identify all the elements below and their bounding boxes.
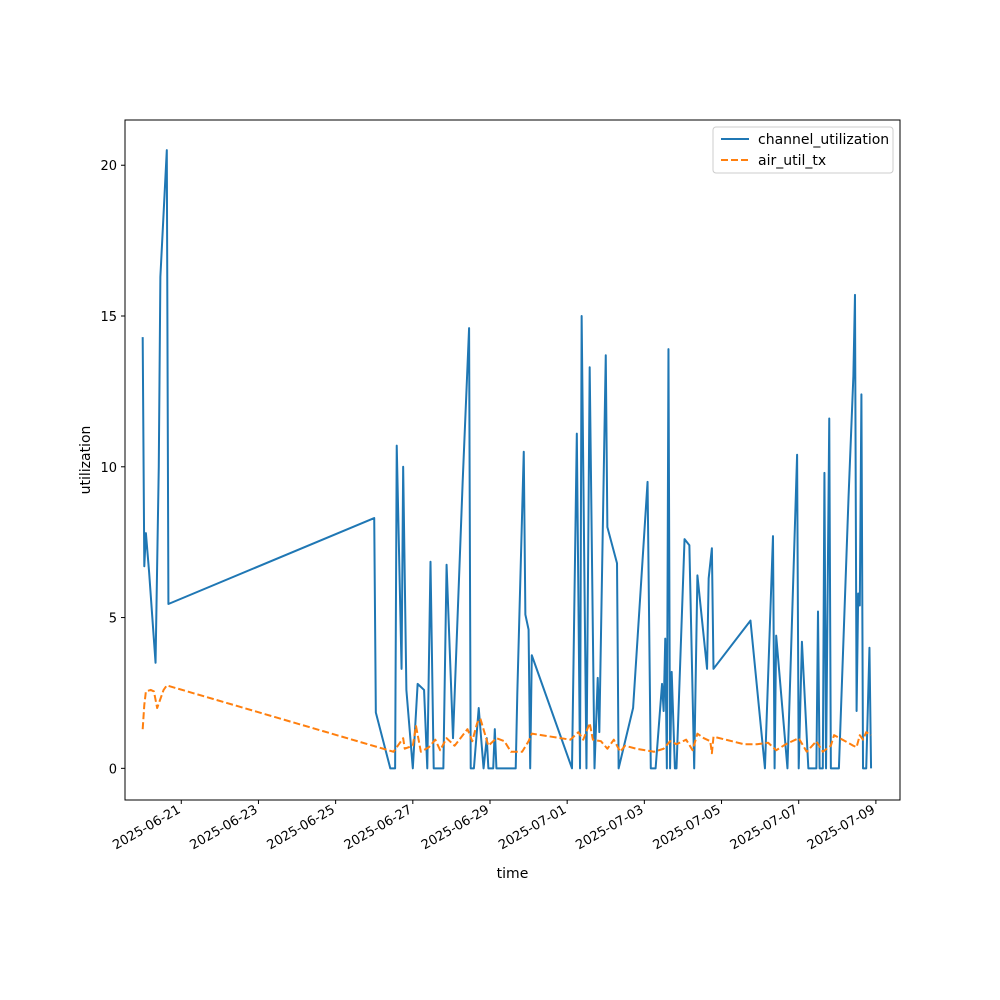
series-layer [141,149,873,770]
legend-label: channel_utilization [758,132,889,148]
y-tick-label: 5 [109,612,117,627]
y-axis-label: utilization [78,426,94,495]
y-tick-label: 10 [100,461,117,476]
y-axis-ticks: 0 5 10 15 20 [100,159,125,777]
plot-frame [124,119,901,801]
y-tick-label: 0 [109,762,117,777]
legend: channel_utilization air_util_tx [712,126,894,174]
y-tick-label: 20 [100,159,117,174]
legend-label: air_util_tx [758,153,826,169]
y-tick-label: 15 [100,310,117,325]
legend-box [712,126,894,174]
series-line-air-util-tx [141,684,872,755]
x-axis-label: time [497,866,529,882]
